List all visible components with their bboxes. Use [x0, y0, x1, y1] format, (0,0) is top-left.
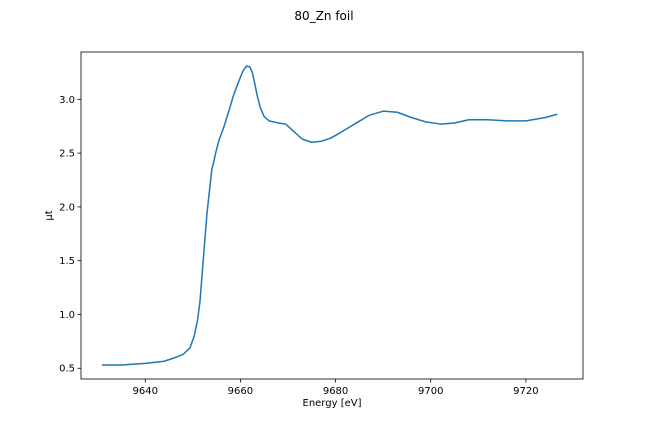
y-tick-label: 1.5 [59, 256, 75, 267]
x-tick-label: 9680 [323, 386, 348, 397]
x-axis-title: Energy [eV] [303, 398, 362, 409]
y-tick-label: 2.0 [59, 202, 75, 213]
y-axis: 0.5 1.0 1.5 2.0 2.5 3.0 [59, 95, 81, 375]
series-layer [101, 65, 558, 366]
x-tick-label: 9700 [418, 386, 443, 397]
y-axis-title: μt [44, 210, 55, 220]
x-tick-label: 9660 [228, 386, 253, 397]
series-line [101, 65, 558, 366]
y-tick-label: 3.0 [59, 95, 75, 106]
x-tick-label: 9720 [513, 386, 538, 397]
y-tick-label: 1.0 [59, 310, 75, 321]
y-tick-label: 0.5 [59, 364, 75, 375]
axes-frame [80, 51, 584, 380]
x-axis: 9640 9660 9680 9700 9720 [133, 379, 539, 397]
x-tick-label: 9640 [133, 386, 158, 397]
chart-title: 80_Zn foil [294, 9, 353, 23]
y-tick-label: 2.5 [59, 149, 75, 160]
plot-area: 9640 9660 9680 9700 9720 0.5 1.0 1.5 2.0 2.5 3.0 [59, 51, 584, 397]
